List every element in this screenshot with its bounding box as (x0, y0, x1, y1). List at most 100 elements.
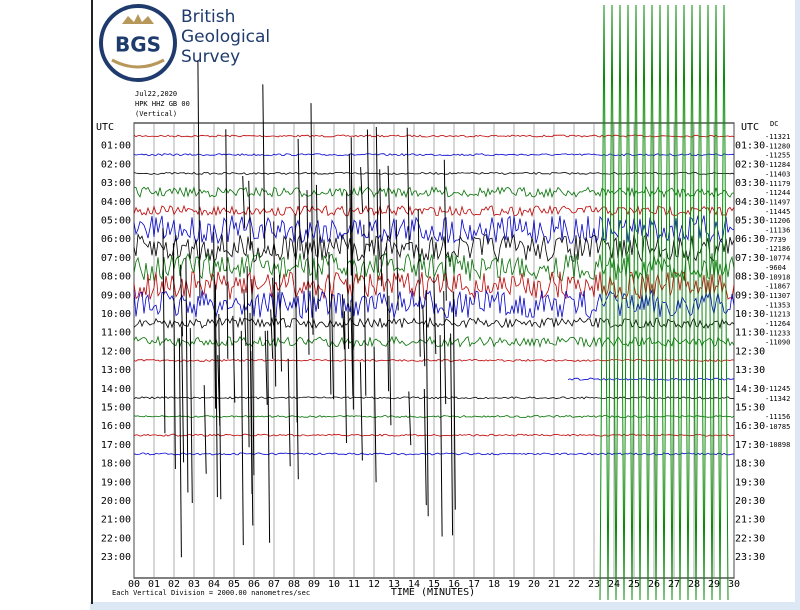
dc-value: -11090 (765, 339, 790, 347)
x-tick-label: 21 (548, 579, 560, 590)
trace (133, 134, 735, 138)
logo-wave (111, 58, 165, 69)
labels: 00 01 02 03 04 05 06 07 08 09 10 11 12 13 14 15 16 17 18 19… (101, 133, 790, 590)
trace (133, 204, 735, 218)
left-hour-label: 21:00 (101, 515, 131, 526)
dc-value: -11244 (765, 189, 790, 197)
x-tick-label: 11 (348, 579, 360, 590)
x-tick-label: 20 (528, 579, 540, 590)
dc-value: -7739 (765, 236, 786, 244)
trace (567, 377, 735, 381)
right-hour-label: 16:30 (735, 421, 765, 432)
x-tick-label: 15 (428, 579, 440, 590)
trace (133, 433, 735, 437)
spikes (162, 60, 456, 558)
dc-value: -10774 (765, 255, 790, 263)
x-tick-label: 13 (388, 579, 400, 590)
logo-name: British (181, 7, 235, 27)
dc-value: -11280 (765, 142, 790, 150)
left-hour-label: 07:00 (101, 253, 131, 264)
right-hour-label: 04:30 (735, 197, 765, 208)
right-axis-title: UTC (741, 122, 759, 133)
x-tick-label: 04 (208, 579, 220, 590)
left-hour-label: 05:00 (101, 216, 131, 227)
dc-value: -11206 (765, 217, 790, 225)
x-tick-label: 24 (608, 579, 620, 590)
dc-value: -10785 (765, 423, 790, 431)
x-tick-label: 27 (668, 579, 680, 590)
right-hour-label: 20:30 (735, 496, 765, 507)
left-hour-label: 14:00 (101, 384, 131, 395)
dc-value: -11403 (765, 170, 790, 178)
logo-name: Survey (181, 47, 240, 67)
left-hour-label: 09:00 (101, 290, 131, 301)
x-tick-label: 05 (228, 579, 240, 590)
dc-value: -11179 (765, 180, 790, 188)
dc-value: -11342 (765, 395, 790, 403)
x-axis-title: TIME (MINUTES) (391, 587, 475, 598)
left-hour-label: 01:00 (101, 141, 131, 152)
green-oscillation (599, 4, 729, 601)
dc-value: -11284 (765, 161, 790, 169)
left-hour-label: 06:00 (101, 234, 131, 245)
trace (133, 153, 734, 157)
left-border (91, 0, 93, 604)
footer: Each Vertical Division = 2000.00 nanomet… (112, 589, 310, 597)
dc-value: -11497 (765, 198, 790, 206)
x-tick-label: 28 (688, 579, 700, 590)
left-hour-label: 08:00 (101, 272, 131, 283)
x-tick-label: 17 (468, 579, 480, 590)
right-hour-label: 22:30 (735, 533, 765, 544)
dc-value: -11255 (765, 152, 790, 160)
left-hour-label: 02:00 (101, 159, 131, 170)
dc-value: -11136 (765, 227, 790, 235)
left-hour-label: 12:00 (101, 346, 131, 357)
x-tick-label: 25 (628, 579, 640, 590)
x-tick-label: 10 (328, 579, 340, 590)
header-component: (Vertical) (135, 110, 177, 118)
logo-ring (99, 4, 177, 82)
left-hour-label: 15:00 (101, 403, 131, 414)
x-tick-label: 00 (128, 579, 140, 590)
right-hour-label: 05:30 (735, 216, 765, 227)
x-tick-label: 26 (648, 579, 660, 590)
trace (133, 171, 735, 175)
right-hour-label: 12:30 (735, 346, 765, 357)
right-hour-label: 14:30 (735, 384, 765, 395)
dc-value: -11867 (765, 283, 790, 291)
dc-value: -10898 (765, 441, 790, 449)
x-tick-label: 19 (508, 579, 520, 590)
x-tick-label: 07 (268, 579, 280, 590)
x-tick-label: 08 (288, 579, 300, 590)
x-tick-label: 01 (148, 579, 160, 590)
x-tick-label: 22 (568, 579, 580, 590)
dc-value: -11264 (765, 320, 790, 328)
logo-crown (122, 14, 154, 24)
right-hour-label: 17:30 (735, 440, 765, 451)
right-hour-label: 13:30 (735, 365, 765, 376)
dc-value: -11213 (765, 311, 790, 319)
right-hour-label: 07:30 (735, 253, 765, 264)
dc-value: -11445 (765, 208, 790, 216)
right-hour-label: 18:30 (735, 459, 765, 470)
x-tick-label: 06 (248, 579, 260, 590)
logo-mark: BGS (115, 33, 161, 57)
header-station: HPK HHZ GB 00 (135, 100, 190, 108)
x-tick-label: 30 (728, 579, 740, 590)
left-hour-label: 22:00 (101, 533, 131, 544)
x-tick-label: 12 (368, 579, 380, 590)
left-hour-label: 17:00 (101, 440, 131, 451)
x-tick-label: 29 (708, 579, 720, 590)
right-hour-label: 15:30 (735, 403, 765, 414)
trace (133, 215, 735, 245)
bottom-strip (90, 602, 800, 610)
dc-value: -11245 (765, 385, 790, 393)
left-hour-label: 23:00 (101, 552, 131, 563)
trace (133, 185, 735, 199)
left-hour-label: 11:00 (101, 328, 131, 339)
dc-value: -10918 (765, 273, 790, 281)
dc-value: -11353 (765, 301, 790, 309)
traces (133, 4, 735, 601)
